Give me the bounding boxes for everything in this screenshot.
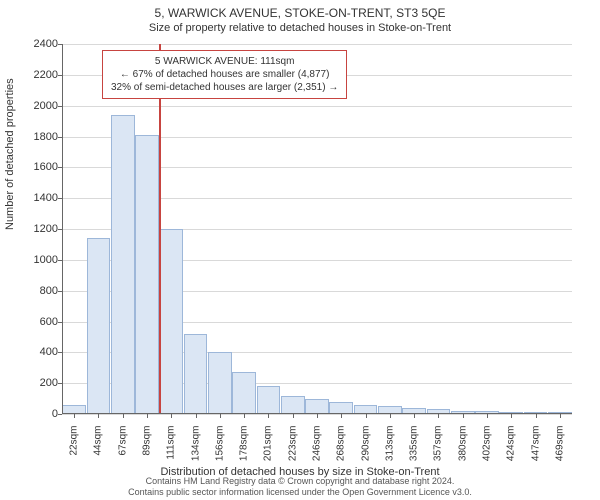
- x-tick-label: 22sqm: [69, 426, 80, 456]
- annotation-line-1: 5 WARWICK AVENUE: 111sqm: [111, 55, 338, 68]
- histogram-bar: [159, 229, 183, 414]
- y-tick-label: 600: [18, 316, 58, 328]
- x-tick-mark: [244, 414, 245, 418]
- x-tick-mark: [147, 414, 148, 418]
- x-tick-mark: [511, 414, 512, 418]
- y-tick-mark: [58, 167, 62, 168]
- x-tick-label: 357sqm: [433, 426, 444, 462]
- x-tick-mark: [390, 414, 391, 418]
- x-tick-label: 268sqm: [336, 426, 347, 462]
- annotation-box: 5 WARWICK AVENUE: 111sqm ← 67% of detach…: [102, 50, 347, 99]
- chart-container: 5, WARWICK AVENUE, STOKE-ON-TRENT, ST3 5…: [0, 0, 600, 500]
- histogram-bar: [281, 396, 305, 415]
- y-tick-mark: [58, 198, 62, 199]
- x-tick-label: 290sqm: [360, 426, 371, 462]
- plot-area: 5 WARWICK AVENUE: 111sqm ← 67% of detach…: [62, 44, 572, 414]
- y-tick-label: 1200: [18, 223, 58, 235]
- x-tick-mark: [341, 414, 342, 418]
- histogram-bar: [257, 386, 281, 414]
- x-tick-label: 134sqm: [190, 426, 201, 462]
- annotation-line-3: 32% of semi-detached houses are larger (…: [111, 81, 338, 94]
- y-tick-label: 1000: [18, 254, 58, 266]
- reference-line: [159, 44, 161, 414]
- histogram-bar: [208, 352, 232, 414]
- y-tick-label: 2000: [18, 100, 58, 112]
- chart-subtitle: Size of property relative to detached ho…: [0, 20, 600, 34]
- x-tick-label: 178sqm: [239, 426, 250, 462]
- x-tick-label: 223sqm: [287, 426, 298, 462]
- y-tick-mark: [58, 260, 62, 261]
- x-tick-mark: [560, 414, 561, 418]
- x-tick-label: 111sqm: [166, 426, 177, 460]
- y-axis-line: [62, 44, 63, 414]
- histogram-bar: [111, 115, 135, 414]
- histogram-bar: [87, 238, 111, 414]
- x-tick-mark: [196, 414, 197, 418]
- x-tick-label: 201sqm: [263, 426, 274, 462]
- histogram-bar: [232, 372, 256, 414]
- x-tick-mark: [74, 414, 75, 418]
- x-tick-mark: [317, 414, 318, 418]
- y-tick-label: 800: [18, 285, 58, 297]
- y-tick-mark: [58, 229, 62, 230]
- y-tick-mark: [58, 291, 62, 292]
- y-tick-mark: [58, 137, 62, 138]
- y-tick-label: 200: [18, 377, 58, 389]
- y-tick-label: 1400: [18, 192, 58, 204]
- y-tick-label: 1600: [18, 161, 58, 173]
- x-tick-mark: [366, 414, 367, 418]
- y-tick-label: 400: [18, 346, 58, 358]
- y-tick-label: 2400: [18, 38, 58, 50]
- y-tick-mark: [58, 383, 62, 384]
- x-tick-label: 246sqm: [312, 426, 323, 462]
- y-tick-mark: [58, 106, 62, 107]
- x-tick-label: 447sqm: [530, 426, 541, 462]
- chart-title: 5, WARWICK AVENUE, STOKE-ON-TRENT, ST3 5…: [0, 0, 600, 20]
- x-tick-mark: [487, 414, 488, 418]
- x-tick-mark: [438, 414, 439, 418]
- histogram-bar: [184, 334, 208, 414]
- x-tick-mark: [123, 414, 124, 418]
- y-tick-mark: [58, 44, 62, 45]
- histogram-bar: [305, 399, 329, 414]
- x-tick-mark: [220, 414, 221, 418]
- y-tick-label: 2200: [18, 69, 58, 81]
- y-tick-mark: [58, 75, 62, 76]
- footer-attribution: Contains HM Land Registry data © Crown c…: [0, 476, 600, 498]
- x-tick-label: 424sqm: [506, 426, 517, 462]
- annotation-line-2: ← 67% of detached houses are smaller (4,…: [111, 68, 338, 81]
- bars-group: [62, 44, 572, 414]
- x-tick-mark: [536, 414, 537, 418]
- histogram-bar: [135, 135, 159, 414]
- x-tick-mark: [463, 414, 464, 418]
- x-tick-label: 313sqm: [384, 426, 395, 462]
- y-axis-label: Number of detached properties: [4, 78, 16, 230]
- footer-line-2: Contains public sector information licen…: [0, 487, 600, 498]
- x-tick-mark: [98, 414, 99, 418]
- y-tick-label: 0: [18, 408, 58, 420]
- x-tick-label: 156sqm: [214, 426, 225, 462]
- x-tick-mark: [293, 414, 294, 418]
- x-tick-mark: [171, 414, 172, 418]
- x-tick-mark: [268, 414, 269, 418]
- footer-line-1: Contains HM Land Registry data © Crown c…: [0, 476, 600, 487]
- x-tick-mark: [414, 414, 415, 418]
- y-tick-label: 1800: [18, 131, 58, 143]
- y-tick-mark: [58, 414, 62, 415]
- x-tick-label: 67sqm: [117, 426, 128, 456]
- x-tick-label: 380sqm: [457, 426, 468, 462]
- x-tick-label: 89sqm: [142, 426, 153, 456]
- y-tick-mark: [58, 322, 62, 323]
- x-tick-label: 469sqm: [554, 426, 565, 462]
- x-tick-label: 335sqm: [409, 426, 420, 462]
- x-tick-label: 44sqm: [93, 426, 104, 456]
- x-tick-label: 402sqm: [482, 426, 493, 462]
- y-tick-mark: [58, 352, 62, 353]
